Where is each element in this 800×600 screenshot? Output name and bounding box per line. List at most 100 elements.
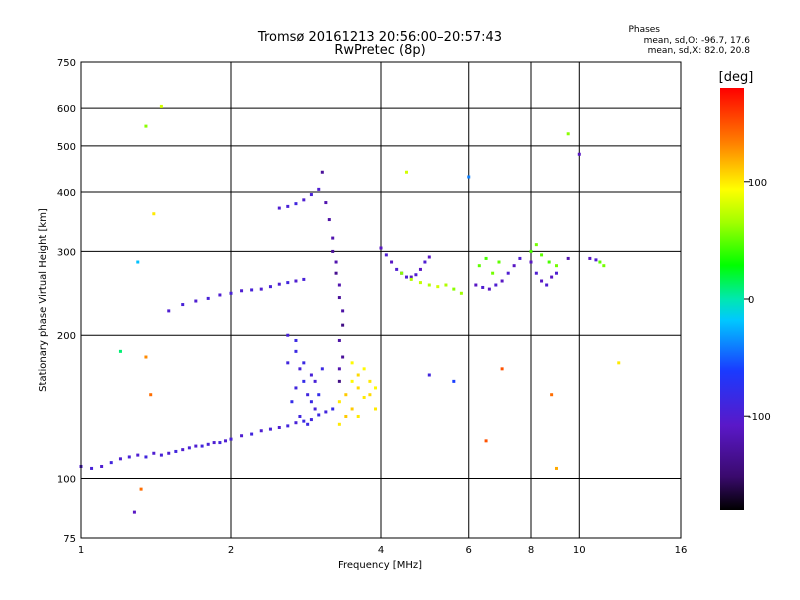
data-point <box>598 260 602 264</box>
data-point <box>334 271 338 275</box>
data-point <box>327 218 331 222</box>
data-point <box>144 355 148 359</box>
data-point <box>302 361 306 365</box>
data-point <box>337 379 341 383</box>
data-point <box>250 432 254 436</box>
stats-heading: Phases <box>628 25 660 35</box>
plot-frame <box>80 61 682 539</box>
data-point <box>290 400 294 404</box>
data-point <box>218 441 222 445</box>
data-point <box>337 400 341 404</box>
data-point <box>337 367 341 371</box>
data-point <box>337 283 341 287</box>
chart-subtitle: RwPretec (8p) <box>334 43 425 58</box>
data-point <box>512 264 516 268</box>
data-point <box>206 296 210 300</box>
data-point <box>540 279 544 283</box>
data-point <box>286 281 290 285</box>
data-point <box>294 349 298 353</box>
data-point <box>174 449 178 453</box>
colorbar-ticks: 100 0 -100 <box>744 178 771 423</box>
colorbar-label: [deg] <box>719 70 754 85</box>
data-point <box>218 293 222 297</box>
data-point <box>136 453 140 457</box>
x-axis-label: Frequency [MHz] <box>338 560 422 571</box>
x-tick-label: 16 <box>675 545 688 556</box>
data-point <box>181 303 185 307</box>
data-point <box>331 407 335 411</box>
colorbar-tick-label: -100 <box>748 412 771 423</box>
data-point <box>481 285 485 289</box>
data-point <box>368 379 372 383</box>
data-point <box>259 429 263 433</box>
data-point <box>467 175 471 179</box>
x-tick-label: 6 <box>466 545 472 556</box>
data-point <box>331 249 335 253</box>
data-point <box>356 386 360 390</box>
stats-line-x: mean, sd,X: 82.0, 20.8 <box>648 46 751 56</box>
data-point <box>494 283 498 287</box>
colorbar <box>720 88 744 510</box>
data-point <box>452 287 456 291</box>
data-point <box>167 451 171 455</box>
y-tick-label: 100 <box>57 475 76 486</box>
data-point <box>268 427 272 431</box>
data-point <box>306 422 310 426</box>
x-tick-label: 4 <box>378 545 384 556</box>
data-point <box>350 361 354 365</box>
data-point <box>400 271 404 275</box>
data-point <box>132 510 136 514</box>
data-point <box>313 379 317 383</box>
data-point <box>286 424 290 428</box>
y-tick-label: 200 <box>57 331 76 342</box>
data-point <box>374 386 378 390</box>
data-point <box>337 422 341 426</box>
data-point <box>317 187 321 191</box>
data-point <box>302 419 306 423</box>
data-point <box>194 444 198 448</box>
data-point <box>617 361 621 365</box>
data-point <box>500 367 504 371</box>
data-points <box>79 104 621 514</box>
y-tick-label: 600 <box>57 104 76 115</box>
data-point <box>344 393 348 397</box>
data-point <box>259 287 263 291</box>
data-point <box>149 393 153 397</box>
data-point <box>320 170 324 174</box>
x-axis-ticks: 1 2 4 6 8 10 16 <box>78 545 688 556</box>
data-point <box>404 275 408 279</box>
data-point <box>206 442 210 446</box>
data-point <box>187 446 191 450</box>
data-point <box>229 291 233 295</box>
chart-title: Tromsø 20161213 20:56:00–20:57:43 <box>257 30 502 45</box>
data-point <box>324 410 328 414</box>
data-point <box>452 379 456 383</box>
data-point <box>487 287 491 291</box>
data-point <box>588 256 592 260</box>
y-axis-ticks: 75 100 200 300 400 500 600 750 <box>57 58 76 545</box>
data-point <box>212 441 216 445</box>
data-point <box>540 253 544 257</box>
grid-lines <box>81 62 681 538</box>
data-point <box>294 338 298 342</box>
data-point <box>344 414 348 418</box>
data-point <box>334 260 338 264</box>
data-point <box>368 393 372 397</box>
data-point <box>286 361 290 365</box>
data-point <box>224 439 228 443</box>
data-point <box>418 281 422 285</box>
y-tick-label: 750 <box>57 58 76 69</box>
data-point <box>602 264 606 268</box>
data-point <box>379 246 383 250</box>
data-point <box>427 373 431 377</box>
data-point <box>350 379 354 383</box>
data-point <box>277 282 281 286</box>
data-point <box>341 309 345 313</box>
data-point <box>356 414 360 418</box>
data-point <box>324 201 328 205</box>
data-point <box>144 455 148 459</box>
data-point <box>554 466 558 470</box>
data-point <box>306 393 310 397</box>
data-point <box>127 455 131 459</box>
data-point <box>331 236 335 240</box>
